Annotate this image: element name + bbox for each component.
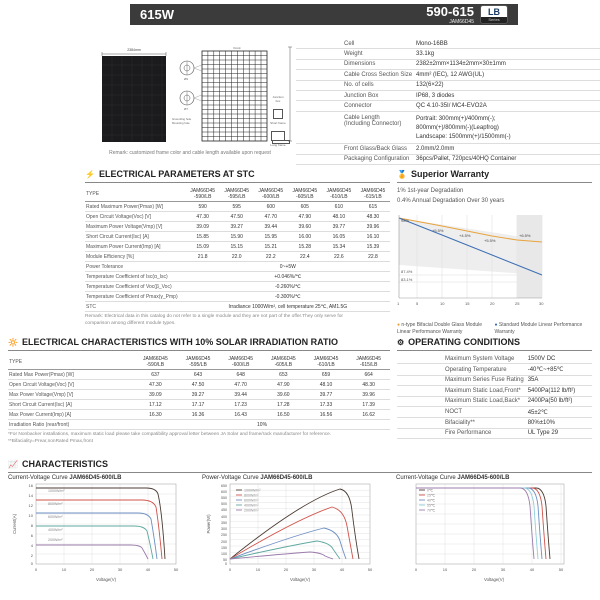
svg-text:0: 0 (229, 567, 232, 572)
svg-text:400: 400 (221, 515, 227, 519)
svg-text:83.1%: 83.1% (401, 277, 413, 282)
svg-text:4: 4 (31, 543, 34, 548)
svg-text:800W/m²: 800W/m² (48, 502, 63, 506)
svg-text:200W/m²: 200W/m² (244, 509, 259, 513)
svg-text:200: 200 (221, 540, 227, 544)
svg-text:2384mm: 2384mm (127, 48, 141, 52)
svg-text:300: 300 (221, 527, 227, 531)
svg-text:1: 1 (397, 301, 400, 306)
svg-text:Front: Front (233, 46, 240, 50)
svg-text:Power(W): Power(W) (206, 514, 211, 534)
svg-text:50: 50 (174, 567, 179, 572)
svg-text:0: 0 (31, 561, 34, 566)
svg-text:150: 150 (221, 546, 227, 550)
svg-text:600: 600 (221, 490, 227, 494)
svg-text:30: 30 (539, 301, 544, 306)
svg-text:250: 250 (221, 533, 227, 537)
svg-text:600W/m²: 600W/m² (244, 499, 259, 503)
svg-text:+6.5%: +6.5% (519, 233, 531, 238)
svg-text:Ø9: Ø9 (184, 77, 188, 81)
svg-text:Ø7: Ø7 (184, 107, 188, 111)
svg-text:1000W/m²: 1000W/m² (244, 489, 261, 493)
svg-text:50: 50 (368, 567, 373, 572)
svg-text:Current(A): Current(A) (12, 513, 17, 534)
svg-text:70℃: 70℃ (427, 509, 436, 513)
svg-text:6: 6 (31, 533, 34, 538)
svg-text:20: 20 (472, 567, 477, 572)
svg-text:0: 0 (35, 567, 38, 572)
svg-text:25℃: 25℃ (427, 494, 436, 498)
svg-text:14: 14 (29, 493, 34, 498)
svg-text:25: 25 (515, 301, 520, 306)
svg-text:40: 40 (340, 567, 345, 572)
svg-text:10: 10 (440, 301, 445, 306)
svg-text:Voltage(V): Voltage(V) (484, 577, 505, 582)
svg-text:20: 20 (490, 301, 495, 306)
svg-text:30: 30 (312, 567, 317, 572)
svg-text:350: 350 (221, 521, 227, 525)
svg-text:8: 8 (31, 523, 34, 528)
svg-text:12: 12 (29, 503, 34, 508)
svg-text:1000W/m²: 1000W/m² (48, 489, 65, 493)
svg-text:800W/m²: 800W/m² (244, 494, 259, 498)
svg-text:40: 40 (146, 567, 151, 572)
svg-text:+4.5%: +4.5% (459, 233, 471, 238)
svg-text:40: 40 (530, 567, 535, 572)
svg-text:10: 10 (443, 567, 448, 572)
svg-text:0: 0 (415, 567, 418, 572)
svg-text:87.4%: 87.4% (401, 269, 413, 274)
svg-text:0℃: 0℃ (427, 489, 434, 493)
svg-text:400W/m²: 400W/m² (244, 504, 259, 508)
svg-text:10: 10 (62, 567, 67, 572)
svg-text:Mounting hole: Mounting hole (172, 121, 190, 125)
svg-text:500: 500 (221, 502, 227, 506)
svg-text:16: 16 (29, 483, 34, 488)
svg-text:15: 15 (465, 301, 470, 306)
svg-text:600W/m²: 600W/m² (48, 515, 63, 519)
svg-text:Voltage(V): Voltage(V) (96, 577, 117, 582)
svg-text:650: 650 (221, 484, 227, 488)
svg-text:2: 2 (31, 553, 34, 558)
svg-text:10: 10 (256, 567, 261, 572)
svg-text:30: 30 (118, 567, 123, 572)
svg-text:0: 0 (225, 562, 227, 566)
svg-text:200W/m²: 200W/m² (48, 538, 63, 542)
svg-text:+5.5%: +5.5% (432, 228, 444, 233)
svg-text:98%: 98% (401, 218, 409, 223)
svg-text:30: 30 (501, 567, 506, 572)
svg-text:550: 550 (221, 496, 227, 500)
svg-text:+5.5%: +5.5% (484, 238, 496, 243)
svg-text:50: 50 (559, 567, 564, 572)
svg-text:40℃: 40℃ (427, 499, 436, 503)
svg-text:20: 20 (284, 567, 289, 572)
svg-text:Voltage(V): Voltage(V) (290, 577, 311, 582)
svg-text:100: 100 (221, 552, 227, 556)
svg-text:20: 20 (90, 567, 95, 572)
svg-text:450: 450 (221, 508, 227, 512)
svg-text:5: 5 (416, 301, 419, 306)
svg-text:400W/m²: 400W/m² (48, 528, 63, 532)
svg-text:10: 10 (29, 513, 34, 518)
svg-text:55℃: 55℃ (427, 504, 436, 508)
